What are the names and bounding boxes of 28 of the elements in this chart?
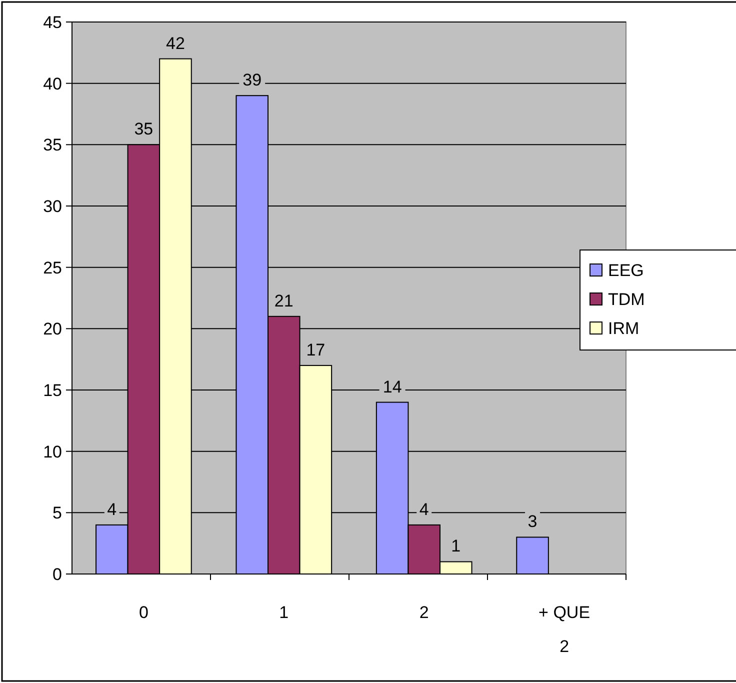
data-label: 1: [451, 536, 461, 556]
y-tick-label: 25: [43, 258, 62, 278]
data-label: 42: [166, 34, 185, 53]
legend-label: IRM: [608, 318, 640, 338]
y-tick-label: 5: [52, 504, 62, 523]
y-tick-label: 10: [43, 442, 62, 462]
legend-label: EEG: [608, 260, 644, 280]
y-tick-label: 35: [43, 136, 62, 155]
data-label: 21: [274, 291, 294, 310]
y-tick-label: 20: [43, 320, 62, 339]
x-tick-label: + QUE 2: [538, 603, 590, 656]
data-label: 3: [528, 512, 538, 532]
data-label: 17: [306, 340, 326, 360]
data-label: 14: [382, 377, 402, 396]
y-tick-label: 15: [43, 380, 62, 400]
x-tick-label: 0: [138, 603, 148, 622]
data-label: 4: [419, 500, 429, 519]
data-label: 35: [134, 120, 154, 139]
legend-label: TDM: [608, 290, 645, 309]
y-tick-label: 0: [52, 564, 62, 584]
y-tick-label: 30: [43, 196, 62, 216]
y-tick-label: 45: [43, 12, 62, 32]
bar: [516, 536, 549, 574]
x-tick-label: 1: [279, 603, 289, 622]
y-tick-label: 40: [43, 74, 62, 94]
data-label: 39: [242, 70, 262, 90]
x-tick-label: 2: [419, 603, 429, 622]
data-label: 4: [107, 500, 117, 519]
